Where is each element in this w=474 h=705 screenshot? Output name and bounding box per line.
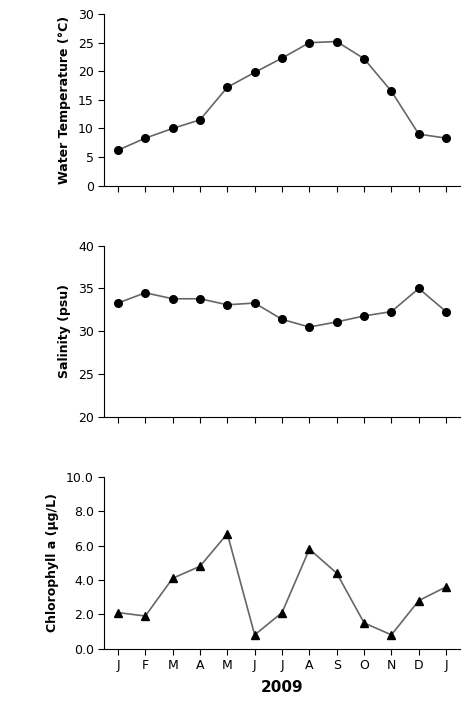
Y-axis label: Chlorophyll a (μg/L): Chlorophyll a (μg/L)	[46, 493, 59, 632]
Y-axis label: Water Temperature (°C): Water Temperature (°C)	[58, 16, 71, 184]
Y-axis label: Salinity (psu): Salinity (psu)	[58, 284, 71, 379]
X-axis label: 2009: 2009	[261, 680, 303, 695]
